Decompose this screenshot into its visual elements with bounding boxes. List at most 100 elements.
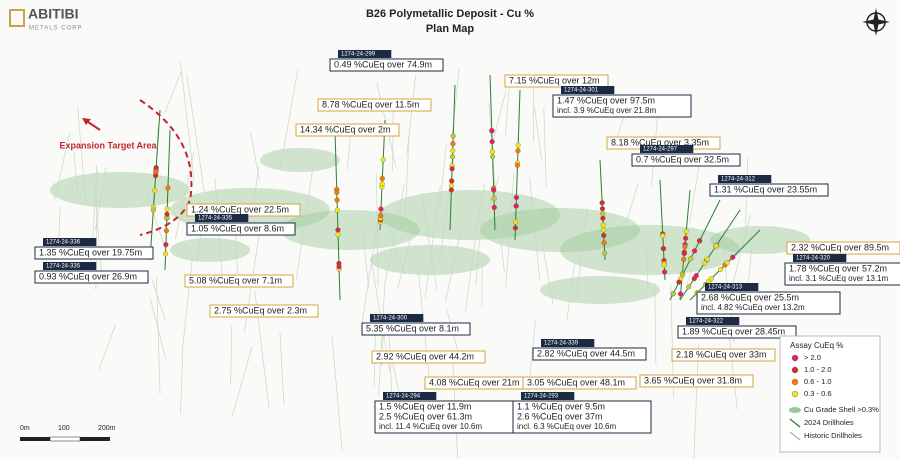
callout-box [532,347,647,361]
historic-drillhole [151,278,166,321]
callout-box [371,350,486,364]
assay-dot [601,232,607,238]
expansion-boundary [139,99,193,236]
assay-dot [335,232,341,238]
grade-shell [480,208,640,252]
scale-label: 0m [20,425,30,432]
historic-drillhole [279,332,285,404]
callout-box [631,153,741,167]
callout-box [504,74,609,88]
hole-id: 1274-24-335 [198,216,233,222]
assay-dot [708,276,714,282]
hole-tag [383,392,437,400]
callout-text: incl. 6.3 %CuEq over 10.6m [517,422,616,431]
assay-dot [450,133,456,139]
title: B26 Polymetallic Deposit - Cu % [366,8,534,20]
assay-dot [718,266,724,272]
callout: 2.18 %CuEq over 33m [671,348,776,362]
assay-dot [165,185,171,191]
assay-dot [448,183,455,189]
assay-dot [697,238,703,244]
legend-swatch [789,431,801,441]
legend-swatch [791,378,799,386]
assay-dot [682,244,688,250]
callout: 5.08 %CuEq over 7.1m [184,274,294,288]
historic-drillhole [566,251,577,321]
logo-icon [9,9,25,27]
callout-box [317,98,432,112]
assay-dot [514,162,521,168]
callout-text: 5.08 %CuEq over 7.1m [189,275,282,285]
hole-id: 1274-24-297 [643,147,678,153]
historic-drillhole [180,60,195,181]
hole-id: 1274-24-313 [708,285,743,291]
assay-dot [693,273,699,279]
assay-dot [686,284,692,290]
assay-dot [449,154,456,160]
callout-box [696,291,841,315]
legend-label: Cu Grade Shell >0.3% [804,405,879,414]
assay-dot [704,256,710,262]
hole-id: 1274-24-335 [46,264,81,270]
callout: 7.15 %CuEq over 12m [504,74,609,88]
callout: 14.34 %CuEq over 2m [295,123,400,137]
historic-drillhole [77,106,87,203]
callout-box [295,123,400,137]
historic-drillhole [731,214,752,286]
assay-dot [163,242,169,248]
assay-dot [688,256,694,262]
callout: 2.32 %CuEq over 89.5m [786,241,900,255]
assay-dot [489,149,496,155]
callout: 2.75 %CuEq over 2.3m [209,304,319,318]
historic-drillhole [93,183,102,276]
callout-box [522,376,637,390]
hole-tag [43,238,97,246]
assay-dot [513,219,519,225]
hole-id: 1274-24-339 [544,341,579,347]
historic-drillhole [231,346,253,416]
assay-dot [661,262,667,268]
assay-dot [153,169,159,175]
historic-drillhole [620,183,639,241]
historic-drillhole [146,193,166,249]
assay-dot [683,235,689,241]
callout-text: incl. 11.4 %CuEq over 10.6m [379,422,482,431]
callout-text: 1.78 %CuEq over 57.2m [789,263,887,273]
historic-drillhole [397,228,414,288]
legend-swatch [789,418,801,428]
assay-dot [678,291,684,297]
historic-drillhole [361,225,370,288]
callout: 2.92 %CuEq over 44.2m [371,350,486,364]
callout-box [677,325,797,339]
assay-dot [336,260,342,266]
historic-drillhole [174,151,195,240]
historic-drillhole [654,282,657,366]
legend-swatch [789,407,801,413]
grade-shell [170,238,250,262]
historic-drillhole [689,163,700,223]
callout-text: incl. 3.9 %CuEq over 21.8m [557,106,656,115]
assay-dot [660,233,666,239]
callout-text: 1.31 %CuEq over 23.55m [714,184,817,194]
assay-dot [599,200,605,206]
hole-id: 1274-24-294 [386,394,421,400]
historic-drillhole [54,133,71,200]
hole-id: 1274-24-293 [524,394,559,400]
assay-dot [680,272,686,278]
assay-dot [515,142,521,148]
hole-id: 1274-24-301 [564,88,599,94]
historic-drillhole [384,184,405,285]
assay-dot [600,227,607,233]
expansion-label: Expansion Target Area [59,140,157,150]
assay-dot [730,254,736,260]
callout-text: 4.08 %CuEq over 21m [429,377,520,387]
historic-drillhole [505,85,510,135]
hole-id: 1274-24-320 [796,256,831,262]
historic-drillhole [576,207,588,298]
callout-text: 0.49 %CuEq over 74.9m [334,59,432,69]
